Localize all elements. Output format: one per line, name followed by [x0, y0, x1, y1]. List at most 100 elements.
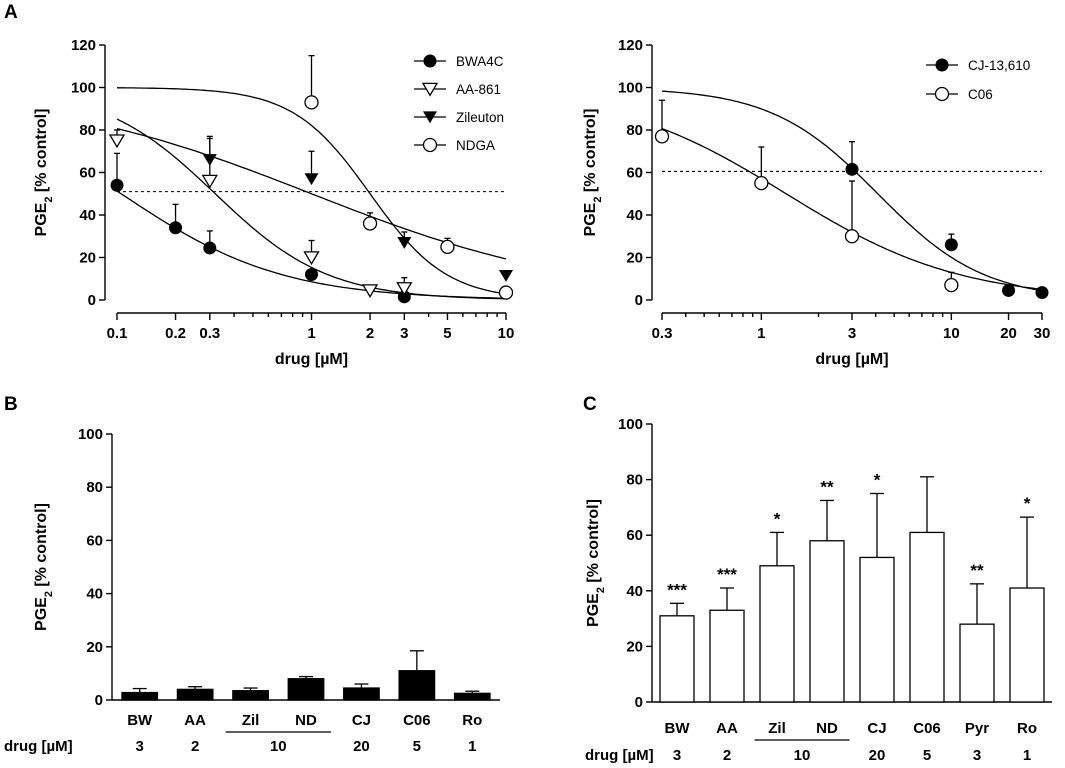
chart-a-left: 0 20 40 60 80 100 120 0.1 0.2 0.3 1 2 3 5 10 drug [µM] P…	[33, 37, 514, 368]
c-dose-label: 3	[973, 747, 981, 764]
b-xlabel: drug [µM]	[4, 738, 73, 755]
a-left-xlabel: drug [µM]	[275, 351, 348, 368]
c-bw-significance: ***	[667, 580, 687, 599]
a-left-xtick-label: 5	[443, 325, 451, 342]
a-left-aa-861-point	[108, 134, 126, 149]
a-left-zileuton-point	[202, 154, 217, 167]
c-nd-bar	[809, 540, 845, 703]
a-left-ndga-legend-marker	[422, 137, 438, 153]
c-c06-bar	[909, 531, 945, 703]
a-right-ytick-label: 80	[626, 122, 643, 139]
a-left-zileuton-legend-marker	[423, 111, 437, 124]
c-aa-category-label: AA	[716, 720, 738, 737]
panel-letter-c: C	[583, 394, 597, 415]
a-left-aa-861-point	[303, 251, 320, 266]
panel-letter-a: A	[4, 2, 18, 23]
a-right-xtick-label: 3	[848, 325, 856, 342]
a-left-ytick-label: 120	[71, 37, 96, 54]
a-right-ytick-label: 100	[618, 80, 643, 97]
b-zil-category-label: Zil	[242, 712, 260, 729]
a-left-bwa4c-point	[110, 178, 124, 192]
a-left-xtick-label: 0.2	[165, 325, 186, 342]
chart-a-right: 0 20 40 60 80 100 120 0.3 1 3 10 20 30 drug [µM] PGE2 …	[582, 37, 1050, 368]
b-ytick-label: 20	[86, 639, 103, 656]
a-right-ytick-label: 0	[635, 292, 643, 309]
a-left-ndga-point	[304, 95, 319, 110]
a-right-cj-13-610-point	[944, 238, 958, 252]
a-left-xtick-label: 0.1	[107, 325, 128, 342]
b-dose-label: 3	[136, 738, 144, 755]
a-left-ytick-label: 60	[79, 165, 96, 182]
a-right-cj-13-610-point	[845, 162, 859, 176]
c-dose-label: 10	[794, 747, 811, 764]
c-ylabel: PGE2 [% control]	[585, 499, 607, 627]
a-right-ytick-label: 60	[626, 165, 643, 182]
a-right-c06-point	[654, 129, 670, 144]
a-right-c06-point	[944, 277, 959, 293]
a-left-ytick-label: 20	[79, 250, 96, 267]
b-ytick-label: 40	[86, 586, 103, 603]
a-left-aa-861-point	[361, 284, 379, 299]
a-left-ytick-label: 0	[88, 292, 96, 309]
a-left-xtick-label: 10	[498, 325, 515, 342]
b-aa-bar	[176, 688, 214, 701]
c-bw-category-label: BW	[665, 720, 691, 737]
b-aa-category-label: AA	[184, 712, 206, 729]
a-right-c06-legend-marker	[934, 86, 950, 102]
a-right-ytick-label: 20	[626, 250, 643, 267]
c-dose-label: 2	[723, 747, 731, 764]
a-left-aa-861-fit-curve	[116, 118, 507, 300]
c-cj-bar	[859, 556, 895, 703]
a-right-ylabel: PGE2 [% control]	[582, 109, 604, 237]
c-ytick-label: 100	[618, 416, 643, 433]
c-aa-bar	[709, 609, 745, 703]
c-nd-significance: **	[820, 477, 834, 496]
c-cj-significance: *	[874, 471, 881, 490]
c-zil-significance: *	[774, 509, 781, 528]
b-c06-category-label: C06	[403, 712, 431, 729]
c-dose-label: 3	[673, 747, 681, 764]
b-dose-label: 20	[353, 738, 370, 755]
b-ytick-label: 80	[86, 479, 103, 496]
a-left-ndga-legend-label: NDGA	[456, 138, 495, 153]
c-pyr-category-label: Pyr	[965, 720, 989, 737]
a-left-ytick-label: 40	[79, 207, 96, 224]
c-ro-significance: *	[1024, 494, 1031, 513]
b-zil-bar	[232, 690, 269, 701]
a-left-xtick-label: 2	[366, 325, 374, 342]
a-left-ndga-fit-curve	[117, 87, 507, 295]
a-left-zileuton-point	[304, 173, 319, 186]
a-left-xtick-label: 0.3	[199, 325, 220, 342]
a-right-cj-13-610-legend-label: CJ-13,610	[968, 58, 1030, 73]
a-left-zileuton-legend-label: Zileuton	[456, 110, 504, 125]
a-right-cj-13-610-point	[1002, 283, 1016, 297]
a-right-c06-point	[754, 175, 769, 191]
a-left-bwa4c-legend-label: BWA4C	[456, 54, 504, 69]
c-pyr-significance: **	[970, 561, 984, 580]
c-zil-category-label: Zil	[768, 720, 786, 737]
b-ylabel: PGE2 [% control]	[33, 503, 55, 631]
b-cj-category-label: CJ	[352, 712, 371, 729]
a-left-bwa4c-point	[169, 221, 183, 235]
a-right-xtick-label: 1	[757, 325, 765, 342]
a-left-aa-861-point	[396, 282, 413, 296]
b-dose-label: 5	[413, 738, 421, 755]
a-left-aa-861-legend-marker	[421, 82, 439, 97]
b-ytick-label: 0	[95, 692, 103, 709]
a-left-ylabel: PGE2 [% control]	[33, 109, 55, 237]
b-dose-label: 2	[191, 738, 199, 755]
c-ytick-label: 60	[626, 527, 643, 544]
b-nd-category-label: ND	[295, 712, 317, 729]
a-right-xtick-label: 10	[943, 325, 960, 342]
c-ytick-label: 0	[635, 694, 643, 711]
b-cj-bar	[343, 687, 380, 701]
a-right-xlabel: drug [µM]	[815, 351, 888, 368]
b-bw-bar	[121, 691, 159, 701]
c-ytick-label: 40	[626, 583, 643, 600]
a-left-aa-861-point	[201, 174, 218, 189]
c-c06-category-label: C06	[913, 720, 941, 737]
panel-letter-b: B	[4, 394, 18, 415]
c-ro-bar	[1009, 587, 1045, 703]
c-bw-bar	[659, 615, 695, 703]
